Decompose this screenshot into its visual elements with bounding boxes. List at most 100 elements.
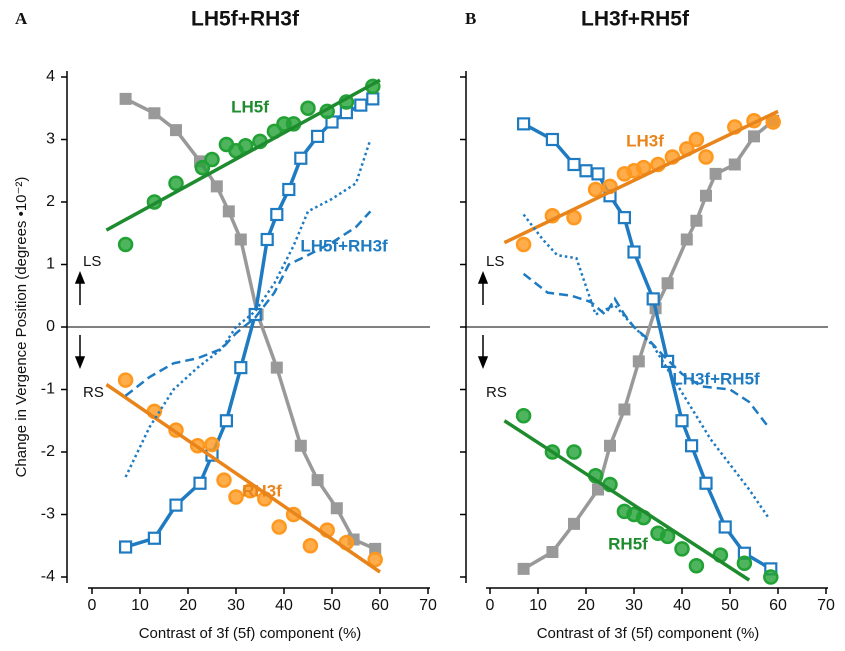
data-point (194, 159, 211, 176)
panel-title: LH3f+RH5f (581, 8, 690, 31)
series-label: LH5f (231, 97, 269, 116)
series-line (503, 109, 779, 245)
data-point (367, 551, 383, 568)
panel-label: B (465, 9, 476, 28)
x-tick-label: 20 (577, 597, 595, 614)
series-label: LH5f+RH3f (300, 236, 388, 255)
data-point (684, 439, 699, 453)
series-line (124, 210, 372, 397)
y-tick-label: 1 (46, 256, 55, 273)
x-tick-label: 50 (721, 597, 739, 614)
series-line (503, 419, 751, 582)
data-point (709, 167, 722, 180)
x-tick-label: 10 (529, 597, 547, 614)
x-axis-label: Contrast of 3f (5f) component (%) (139, 625, 362, 642)
x-tick-label: 60 (371, 597, 389, 614)
data-point (282, 182, 296, 197)
series-label: LH3f (626, 131, 664, 150)
y-tick-label: 3 (46, 131, 55, 148)
data-point (579, 164, 593, 178)
data-point (675, 414, 689, 428)
y-tick-label: -4 (41, 568, 55, 585)
x-tick-label: 0 (486, 597, 495, 614)
x-tick-label: 60 (769, 597, 787, 614)
arrow-up (477, 270, 489, 305)
data-point (117, 372, 134, 388)
data-point (228, 489, 244, 505)
data-point (193, 476, 207, 490)
series-line (522, 272, 770, 428)
data-point (587, 181, 604, 198)
data-point (204, 436, 220, 453)
data-point (680, 233, 693, 246)
data-point (567, 157, 581, 172)
x-tick-label: 70 (817, 597, 835, 614)
x-tick-label: 10 (131, 597, 149, 614)
data-point (699, 476, 713, 490)
series-line (105, 78, 381, 232)
data-point (604, 439, 616, 452)
arrow-down (477, 335, 489, 370)
y-tick-label: -3 (41, 506, 55, 523)
data-point (234, 361, 248, 375)
data-point (260, 232, 274, 247)
ls-label: LS (83, 253, 101, 270)
y-tick-label: 2 (46, 193, 55, 210)
data-point (234, 233, 247, 246)
x-tick-label: 30 (625, 597, 643, 614)
x-tick-label: 20 (179, 597, 197, 614)
y-tick-label: -1 (41, 381, 55, 398)
data-point (117, 236, 134, 253)
y-axis-label: Change in Vergence Position (degrees •10… (13, 177, 30, 478)
data-point (271, 519, 287, 535)
data-point (546, 546, 559, 558)
x-tick-label: 40 (275, 597, 293, 614)
series-label: LH3f+RH5f (672, 369, 760, 388)
data-point (700, 189, 712, 202)
data-point (222, 205, 235, 218)
data-point (147, 531, 161, 545)
data-point (302, 538, 319, 554)
data-point (618, 403, 631, 416)
data-point (566, 444, 582, 460)
data-point (515, 236, 532, 253)
y-tick-label: 0 (46, 318, 55, 335)
x-tick-label: 50 (323, 597, 341, 614)
data-point (763, 569, 779, 585)
x-axis-label: Contrast of 3f (5f) component (%) (537, 625, 760, 642)
data-point (591, 167, 605, 181)
data-point (219, 414, 233, 428)
data-point (736, 555, 753, 571)
data-point (661, 277, 674, 290)
data-point (204, 151, 220, 168)
data-point (545, 132, 560, 147)
x-tick-label: 0 (88, 597, 97, 614)
rs-label: RS (83, 384, 104, 401)
data-point (170, 124, 182, 137)
data-point (311, 474, 324, 487)
y-tick-label: 4 (46, 68, 55, 85)
series-line (105, 383, 381, 574)
data-point (516, 117, 531, 131)
series-label: RH5f (608, 534, 648, 553)
data-point (728, 158, 741, 171)
data-point (210, 180, 223, 193)
data-point (688, 131, 705, 148)
panel-label: A (15, 9, 28, 28)
arrow-down (74, 335, 86, 370)
data-point (300, 100, 316, 116)
series-line (124, 139, 372, 478)
data-point (659, 528, 676, 545)
data-point (118, 540, 133, 554)
data-point (330, 502, 343, 515)
ls-label: LS (486, 253, 504, 270)
data-point (270, 361, 283, 374)
data-point (517, 562, 530, 575)
series-line (522, 119, 775, 571)
data-point (294, 151, 308, 165)
x-tick-label: 30 (227, 597, 245, 614)
data-point (148, 107, 161, 120)
data-point (568, 517, 580, 530)
data-point (515, 408, 532, 424)
